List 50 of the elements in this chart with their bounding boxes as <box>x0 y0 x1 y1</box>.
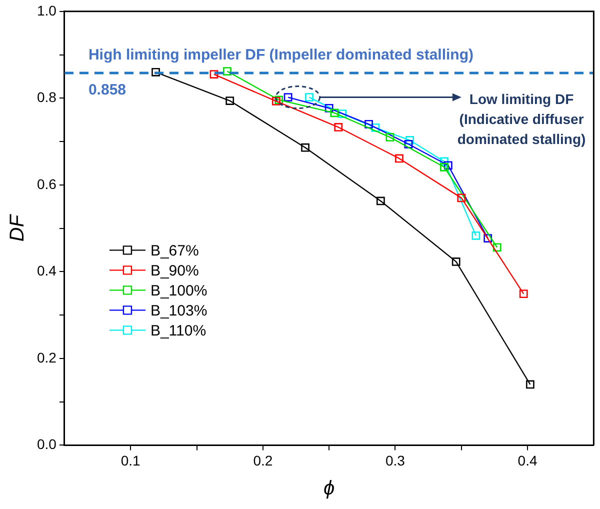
point <box>301 143 310 152</box>
point <box>324 104 334 112</box>
point <box>272 97 280 106</box>
text: 0.0 <box>36 436 56 452</box>
point <box>376 196 385 206</box>
point <box>152 68 160 76</box>
x-tick-label: 0.2 <box>253 452 273 468</box>
point <box>452 258 460 266</box>
x-tick-label: 0.3 <box>386 452 406 468</box>
annotation: Low limiting DF (Indicative diffuser dominated stalling) <box>457 91 586 148</box>
point <box>284 93 292 102</box>
legend-label: B_103% <box>150 302 208 320</box>
point <box>223 67 232 76</box>
point <box>406 136 414 144</box>
legend-label: B_90% <box>150 262 199 280</box>
x-axis-title: ϕ <box>324 478 335 500</box>
point <box>395 154 404 163</box>
point <box>404 140 413 148</box>
point <box>274 96 283 104</box>
point <box>226 96 234 105</box>
legend-label: B_67% <box>150 242 199 260</box>
point <box>338 110 346 118</box>
y-tick-label: 0.8 <box>36 89 57 106</box>
point <box>444 161 452 170</box>
point <box>330 108 339 118</box>
text: 1.0 <box>36 2 56 18</box>
legend-label: B_100% <box>150 282 208 300</box>
point <box>305 93 314 102</box>
y-tick-label: 0.2 <box>36 349 57 366</box>
y-axis-title: DF <box>6 213 29 242</box>
point <box>210 70 218 78</box>
point <box>484 234 492 242</box>
point <box>526 380 534 389</box>
y-tick-label: 0.6 <box>36 176 57 192</box>
point <box>457 194 466 202</box>
point <box>334 123 343 132</box>
point <box>492 243 502 252</box>
ref-line-label: 0.858 <box>88 82 126 99</box>
point <box>440 157 448 166</box>
point <box>364 120 373 128</box>
point <box>440 162 448 172</box>
legend-label: B_110% <box>150 322 206 340</box>
point <box>519 290 528 298</box>
point <box>386 133 394 142</box>
x-tick-label: 0.1 <box>120 452 141 468</box>
annotation: High limiting impeller DF (Impeller dominated stalling) <box>88 46 474 64</box>
y-tick-label: 0.4 <box>36 262 57 279</box>
point <box>472 231 480 240</box>
point <box>371 123 380 132</box>
x-tick-label: 0.4 <box>518 452 538 468</box>
